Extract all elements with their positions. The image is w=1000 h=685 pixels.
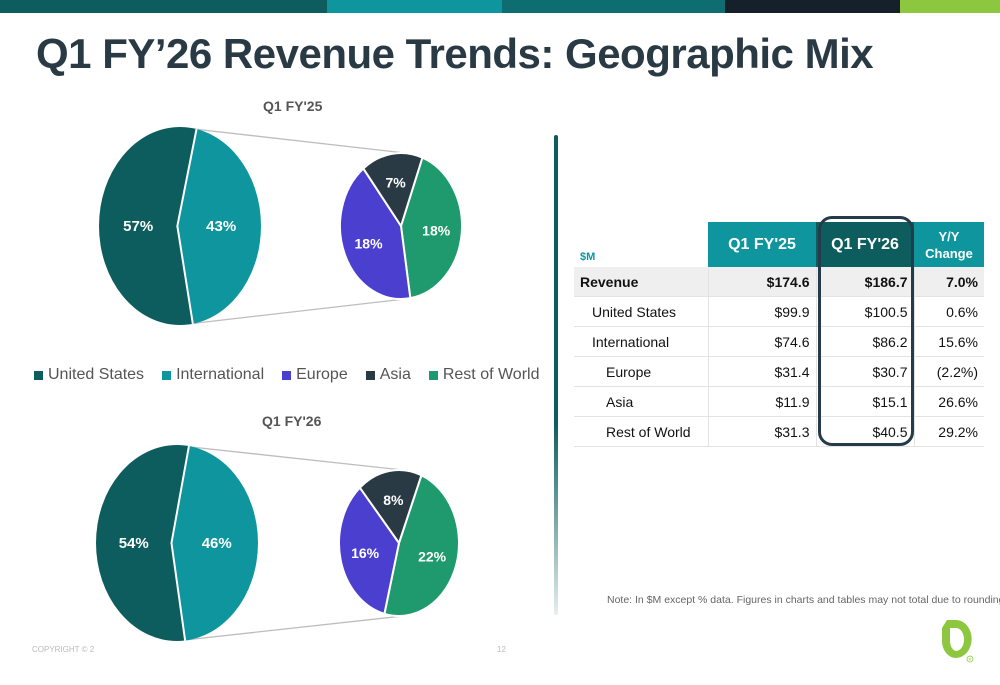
cell-q1fy25: $31.4	[707, 356, 816, 387]
legend-label: Rest of World	[442, 366, 540, 383]
pie-slice-europe	[338, 486, 401, 616]
pie-value-label: 18%	[422, 222, 451, 238]
row-label: Europe	[574, 356, 708, 387]
pie-slice-europe	[339, 167, 412, 300]
table-row: United States $99.9 $100.5 0.6%	[574, 296, 984, 327]
table-row: Asia $11.9 $15.1 26.6%	[574, 386, 984, 417]
legend-label: Asia	[379, 366, 411, 383]
pie-slice-rest-of-world	[383, 473, 460, 617]
table-row: Europe $31.4 $30.7 (2.2%)	[574, 356, 984, 387]
slice-border	[176, 127, 199, 325]
pie-value-label: 7%	[385, 175, 406, 191]
cell-q1fy25: $31.3	[707, 416, 816, 447]
chart-title-fy26: Q1 FY'26	[262, 413, 322, 429]
pie-value-label: 43%	[206, 218, 236, 235]
cell-yy: 29.2%	[913, 416, 984, 447]
footnote: Note: In $M except % data. Figures in ch…	[607, 594, 1000, 606]
legend-item-international: International	[162, 366, 264, 384]
cell-yy: 15.6%	[913, 326, 984, 357]
pie-value-label: 57%	[123, 218, 153, 235]
cell-q1fy25: $11.9	[707, 386, 816, 417]
row-label: Revenue	[574, 267, 708, 297]
legend-swatch-united-states	[34, 370, 43, 380]
table-row: International $74.6 $86.2 15.6%	[574, 326, 984, 357]
row-label: Asia	[574, 386, 708, 417]
cell-q1fy26: $100.5	[815, 296, 914, 327]
header-q1fy25: Q1 FY'25	[708, 222, 816, 267]
legend-label: Europe	[296, 366, 348, 383]
pie-value-label: 16%	[351, 545, 380, 561]
cell-yy: (2.2%)	[913, 356, 984, 387]
pie-slice-asia	[362, 152, 424, 229]
legend-swatch-europe	[282, 370, 292, 380]
pie-slice-united-states	[96, 445, 190, 641]
top-color-bar	[0, 0, 1000, 13]
legend-swatch-asia	[365, 370, 375, 380]
cell-q1fy26: $186.7	[815, 267, 914, 297]
legend-item-europe: Europe	[282, 366, 348, 384]
svg-text:R: R	[969, 657, 972, 662]
cell-yy: 7.0%	[913, 267, 984, 297]
table-row: Revenue $174.6 $186.7 7.0%	[574, 267, 984, 297]
cell-q1fy26: $30.7	[815, 356, 914, 387]
legend-swatch-international	[162, 370, 172, 380]
connector-line	[187, 298, 406, 325]
table-row: Rest of World $31.3 $40.5 29.2%	[574, 416, 984, 447]
row-label: United States	[574, 296, 708, 327]
table-header-row: $M Q1 FY'25 Q1 FY'26 Y/Y Change	[574, 222, 984, 267]
cell-q1fy25: $99.9	[707, 296, 816, 327]
legend-label: International	[176, 366, 265, 383]
legend-item-rest-of-world: Rest of World	[428, 366, 540, 384]
pie-value-label: 8%	[383, 492, 404, 508]
legend-item-united-states: United States	[34, 366, 144, 384]
pie-slice-asia	[358, 469, 423, 546]
main-pie	[99, 127, 261, 325]
vertical-divider	[554, 135, 558, 615]
pie-slice-united-states	[99, 127, 198, 325]
pie-slice-international	[171, 445, 258, 641]
pie-charts: 57% 43% 18% 18% 7% 54% 46% 22% 16% 8%	[96, 127, 463, 641]
cell-q1fy25: $174.6	[707, 267, 816, 297]
connector-line	[184, 615, 404, 641]
revenue-table: $M Q1 FY'25 Q1 FY'26 Y/Y Change Revenue …	[574, 222, 984, 447]
chart-legend: United States International Europe Asia …	[34, 366, 557, 384]
page-title: Q1 FY’26 Revenue Trends: Geographic Mix	[36, 30, 874, 77]
connector-line	[184, 127, 406, 154]
company-logo-icon: R	[942, 620, 974, 663]
slice-border	[170, 445, 191, 641]
header-yy-change: Y/Y Change	[914, 222, 984, 267]
pie-value-label: 18%	[355, 235, 384, 251]
chart-title-fy25: Q1 FY'25	[263, 98, 323, 114]
cell-q1fy26: $86.2	[815, 326, 914, 357]
connector-line	[181, 445, 404, 471]
legend-label: United States	[48, 366, 145, 383]
cell-yy: 0.6%	[913, 296, 984, 327]
unit-label: $M	[574, 222, 708, 267]
cell-q1fy26: $15.1	[815, 386, 914, 417]
header-q1fy26: Q1 FY'26	[816, 222, 914, 267]
legend-item-asia: Asia	[365, 366, 411, 384]
pie-slice-rest-of-world	[399, 156, 463, 300]
row-label: Rest of World	[574, 416, 708, 447]
cell-yy: 26.6%	[913, 386, 984, 417]
legend-swatch-rest-of-world	[428, 370, 438, 380]
pie-value-label: 46%	[202, 535, 232, 552]
row-label: International	[574, 326, 708, 357]
copyright-text: COPYRIGHT © 2	[32, 645, 95, 654]
cell-q1fy25: $74.6	[707, 326, 816, 357]
page-number: 12	[497, 645, 506, 654]
cell-q1fy26: $40.5	[815, 416, 914, 447]
pie-value-label: 22%	[418, 549, 447, 565]
pie-slice-international	[177, 127, 261, 325]
main-pie	[96, 445, 258, 641]
pie-value-label: 54%	[119, 535, 149, 552]
